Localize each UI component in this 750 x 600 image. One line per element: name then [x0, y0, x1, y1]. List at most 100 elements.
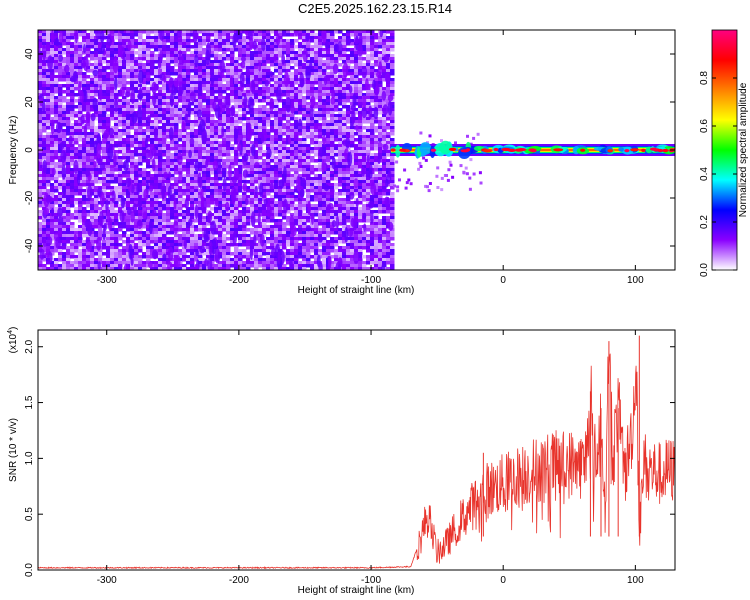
noise-cell: [218, 201, 223, 205]
noise-cell: [274, 99, 279, 103]
noise-cell: [150, 66, 155, 70]
noise-cell: [170, 201, 175, 205]
noise-cell: [302, 108, 307, 112]
noise-cell: [290, 75, 295, 79]
noise-cell: [90, 180, 95, 184]
noise-cell: [66, 258, 71, 262]
noise-cell: [230, 135, 235, 139]
noise-cell: [66, 195, 71, 199]
noise-cell: [162, 48, 167, 52]
noise-cell: [94, 111, 99, 115]
noise-cell: [118, 57, 123, 61]
noise-cell: [78, 192, 83, 196]
noise-cell: [154, 81, 159, 85]
noise-cell: [202, 147, 207, 151]
noise-cell: [158, 183, 163, 187]
noise-cell: [242, 147, 247, 151]
noise-cell: [170, 60, 175, 64]
noise-cell: [302, 30, 307, 34]
noise-cell: [150, 255, 155, 259]
noise-cell: [206, 90, 211, 94]
noise-cell: [186, 165, 191, 169]
noise-cell: [190, 153, 195, 157]
noise-cell: [294, 243, 299, 247]
noise-cell: [162, 213, 167, 217]
noise-cell: [146, 180, 151, 184]
noise-cell: [294, 171, 299, 175]
noise-cell: [58, 252, 63, 256]
noise-cell: [130, 108, 135, 112]
noise-cell: [198, 243, 203, 247]
noise-cell: [182, 81, 187, 85]
noise-cell: [238, 186, 243, 190]
noise-cell: [78, 165, 83, 169]
noise-cell: [54, 66, 59, 70]
noise-cell: [202, 264, 207, 268]
noise-cell: [54, 216, 59, 220]
noise-cell: [86, 33, 91, 37]
noise-cell: [142, 183, 147, 187]
noise-cell: [126, 60, 131, 64]
noise-cell: [294, 117, 299, 121]
noise-cell: [126, 204, 131, 208]
noise-cell: [126, 39, 131, 43]
noise-cell: [210, 186, 215, 190]
noise-cell: [166, 147, 171, 151]
noise-cell: [98, 54, 103, 58]
noise-cell: [78, 147, 83, 151]
noise-cell: [146, 255, 151, 259]
noise-cell: [262, 228, 267, 232]
noise-cell: [306, 213, 311, 217]
noise-cell: [38, 108, 43, 112]
noise-cell: [298, 234, 303, 238]
noise-cell: [270, 156, 275, 160]
noise-cell: [146, 36, 151, 40]
noise-cell: [230, 138, 235, 142]
noise-cell: [114, 213, 119, 217]
noise-cell: [234, 111, 239, 115]
noise-cell: [198, 237, 203, 241]
noise-cell: [158, 249, 163, 253]
noise-cell: [78, 60, 83, 64]
noise-cell: [214, 30, 219, 34]
noise-cell: [102, 267, 107, 270]
noise-cell: [194, 111, 199, 115]
noise-cell: [86, 54, 91, 58]
noise-cell: [190, 183, 195, 187]
noise-cell: [286, 39, 291, 43]
noise-cell: [222, 219, 227, 223]
noise-cell: [166, 111, 171, 115]
noise-cell: [110, 96, 115, 100]
noise-cell: [106, 240, 111, 244]
noise-cell: [282, 87, 287, 91]
noise-cell: [58, 267, 63, 270]
noise-cell: [94, 174, 99, 178]
noise-cell: [198, 258, 203, 262]
noise-cell: [62, 75, 67, 79]
noise-cell: [150, 192, 155, 196]
noise-cell: [174, 210, 179, 214]
noise-cell: [98, 57, 103, 61]
noise-cell: [174, 246, 179, 250]
noise-cell: [302, 219, 307, 223]
noise-cell: [178, 201, 183, 205]
noise-cell: [102, 216, 107, 220]
noise-cell: [66, 117, 71, 121]
noise-cell: [182, 222, 187, 226]
noise-cell: [286, 63, 291, 67]
noise-cell: [290, 51, 295, 55]
noise-cell: [46, 120, 51, 124]
noise-cell: [262, 93, 267, 97]
noise-cell: [306, 171, 311, 175]
noise-cell: [38, 222, 43, 226]
noise-cell: [142, 48, 147, 52]
noise-cell: [246, 195, 251, 199]
noise-cell: [202, 153, 207, 157]
noise-cell: [234, 81, 239, 85]
noise-cell: [242, 135, 247, 139]
noise-cell: [310, 33, 315, 37]
noise-cell: [186, 99, 191, 103]
noise-cell: [62, 183, 67, 187]
noise-cell: [226, 219, 231, 223]
noise-cell: [214, 126, 219, 130]
